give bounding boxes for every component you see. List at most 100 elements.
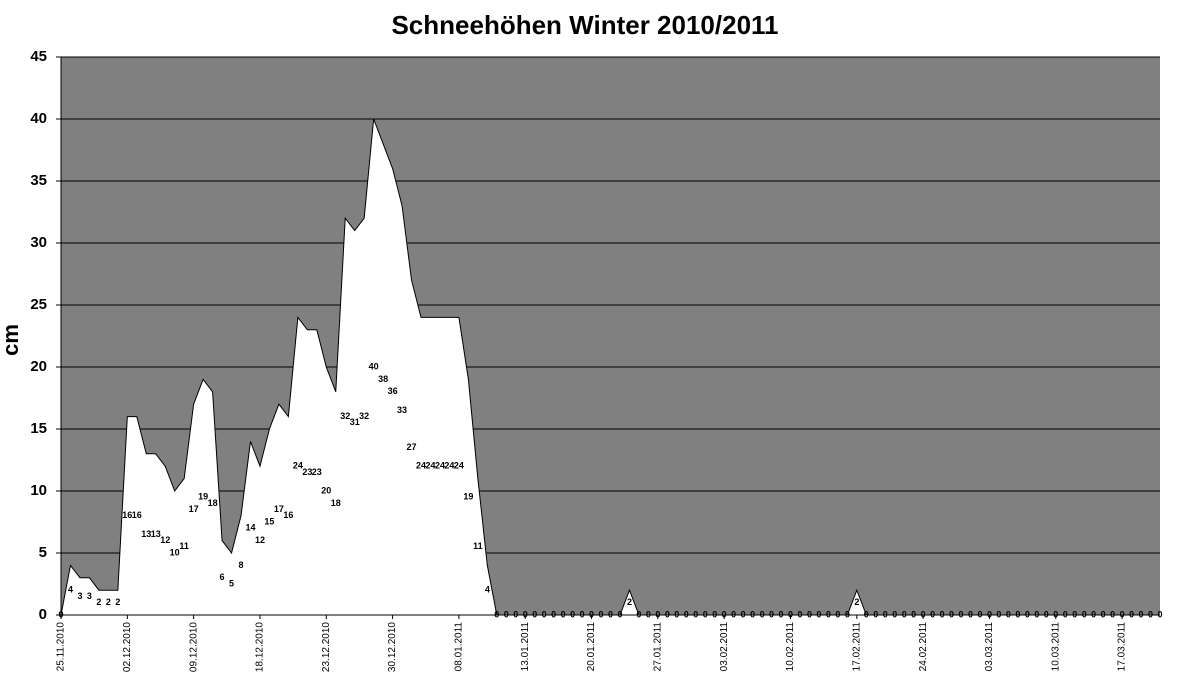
data-label: 14 xyxy=(245,523,255,533)
data-label: 0 xyxy=(779,609,784,619)
data-label: 0 xyxy=(1044,609,1049,619)
x-tick-label: 03.03.2011 xyxy=(984,622,995,672)
data-label: 0 xyxy=(1129,609,1134,619)
data-label: 0 xyxy=(504,609,509,619)
x-tick-label: 24.02.2011 xyxy=(918,622,929,672)
data-label: 0 xyxy=(1139,609,1144,619)
data-label: 0 xyxy=(883,609,888,619)
data-label: 38 xyxy=(378,374,388,384)
data-label: 16 xyxy=(122,510,132,520)
data-label: 0 xyxy=(636,609,641,619)
x-tick-label: 27.01.2011 xyxy=(653,622,664,672)
x-tick-label: 17.02.2011 xyxy=(851,622,862,672)
data-label: 0 xyxy=(760,609,765,619)
data-label: 15 xyxy=(264,516,274,526)
x-tick-label: 30.12.2010 xyxy=(387,622,398,672)
data-label: 24 xyxy=(416,461,426,471)
data-label: 0 xyxy=(902,609,907,619)
data-label: 0 xyxy=(1034,609,1039,619)
data-label: 0 xyxy=(722,609,727,619)
data-label: 0 xyxy=(1063,609,1068,619)
data-label: 13 xyxy=(151,529,161,539)
data-label: 0 xyxy=(930,609,935,619)
x-tick-label: 10.03.2011 xyxy=(1050,622,1061,672)
y-tick-label: 40 xyxy=(30,110,47,127)
y-tick-label: 5 xyxy=(39,544,47,561)
data-label: 0 xyxy=(731,609,736,619)
data-label: 0 xyxy=(816,609,821,619)
y-tick-label: 30 xyxy=(30,234,47,251)
data-label: 24 xyxy=(293,461,303,471)
data-label: 0 xyxy=(977,609,982,619)
data-label: 0 xyxy=(646,609,651,619)
plot-background xyxy=(61,57,1160,615)
data-label: 16 xyxy=(283,510,293,520)
data-label: 0 xyxy=(655,609,660,619)
data-label: 0 xyxy=(674,609,679,619)
x-tick-label: 09.12.2010 xyxy=(188,622,199,672)
data-label: 0 xyxy=(1101,609,1106,619)
data-label: 23 xyxy=(302,467,312,477)
data-label: 0 xyxy=(959,609,964,619)
data-label: 0 xyxy=(1082,609,1087,619)
data-label: 11 xyxy=(179,541,189,551)
y-tick-label: 0 xyxy=(39,606,47,623)
data-label: 0 xyxy=(1025,609,1030,619)
x-tick-label: 08.01.2011 xyxy=(454,622,465,672)
data-label: 0 xyxy=(589,609,594,619)
y-tick-label: 35 xyxy=(30,172,47,189)
data-label: 0 xyxy=(996,609,1001,619)
data-label: 0 xyxy=(864,609,869,619)
y-tick-label: 45 xyxy=(30,48,47,65)
data-label: 0 xyxy=(1072,609,1077,619)
data-label: 0 xyxy=(1006,609,1011,619)
x-tick-label: 02.12.2010 xyxy=(122,622,133,672)
data-label: 0 xyxy=(1053,609,1058,619)
data-label: 0 xyxy=(769,609,774,619)
data-label: 5 xyxy=(229,578,234,588)
y-tick-label: 15 xyxy=(30,420,47,437)
data-label: 0 xyxy=(949,609,954,619)
y-tick-label: 10 xyxy=(30,482,47,499)
data-label: 12 xyxy=(160,535,170,545)
data-label: 0 xyxy=(921,609,926,619)
chart-title: Schneehöhen Winter 2010/2011 xyxy=(391,10,778,40)
data-label: 36 xyxy=(388,386,398,396)
data-label: 0 xyxy=(599,609,604,619)
data-label: 0 xyxy=(551,609,556,619)
data-label: 0 xyxy=(684,609,689,619)
data-label: 4 xyxy=(68,585,73,595)
data-label: 3 xyxy=(77,591,82,601)
data-label: 2 xyxy=(96,597,101,607)
data-label: 12 xyxy=(255,535,265,545)
data-label: 32 xyxy=(359,411,369,421)
x-tick-label: 23.12.2010 xyxy=(321,622,332,672)
data-label: 0 xyxy=(712,609,717,619)
data-label: 0 xyxy=(1148,609,1153,619)
data-label: 0 xyxy=(693,609,698,619)
data-label: 19 xyxy=(198,492,208,502)
y-tick-label: 20 xyxy=(30,358,47,375)
y-tick-label: 25 xyxy=(30,296,47,313)
x-tick-label: 20.01.2011 xyxy=(586,622,597,672)
data-label: 0 xyxy=(987,609,992,619)
data-label: 0 xyxy=(580,609,585,619)
data-label: 0 xyxy=(892,609,897,619)
data-label: 0 xyxy=(703,609,708,619)
data-label: 24 xyxy=(444,461,454,471)
data-label: 0 xyxy=(1091,609,1096,619)
x-tick-label: 17.03.2011 xyxy=(1117,622,1128,672)
data-label: 0 xyxy=(665,609,670,619)
data-label: 18 xyxy=(331,498,341,508)
data-label: 2 xyxy=(106,597,111,607)
data-label: 33 xyxy=(397,405,407,415)
data-label: 0 xyxy=(561,609,566,619)
x-tick-label: 03.02.2011 xyxy=(719,622,730,672)
data-label: 0 xyxy=(542,609,547,619)
data-label: 4 xyxy=(485,585,490,595)
y-axis-label: cm xyxy=(0,324,23,356)
data-label: 0 xyxy=(826,609,831,619)
data-label: 20 xyxy=(321,485,331,495)
data-label: 0 xyxy=(513,609,518,619)
